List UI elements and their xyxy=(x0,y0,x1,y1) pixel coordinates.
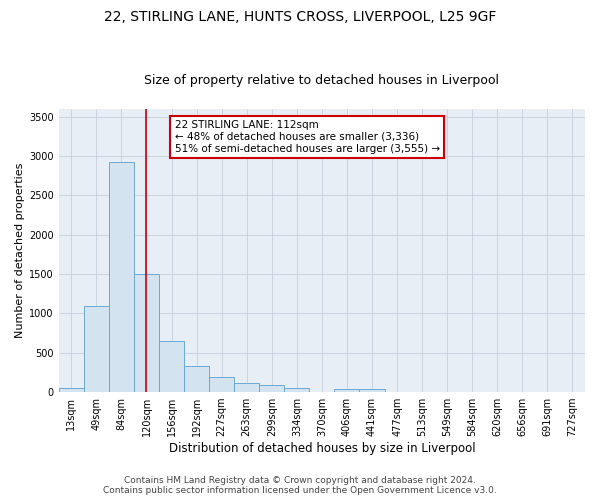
Bar xyxy=(134,274,159,392)
Bar xyxy=(59,388,84,392)
Bar xyxy=(334,390,359,392)
Bar xyxy=(159,341,184,392)
Bar xyxy=(259,384,284,392)
Bar xyxy=(234,384,259,392)
Text: Contains HM Land Registry data © Crown copyright and database right 2024.
Contai: Contains HM Land Registry data © Crown c… xyxy=(103,476,497,495)
Title: Size of property relative to detached houses in Liverpool: Size of property relative to detached ho… xyxy=(145,74,499,87)
Bar xyxy=(284,388,310,392)
Bar xyxy=(359,390,385,392)
Bar xyxy=(84,306,109,392)
Text: 22 STIRLING LANE: 112sqm
← 48% of detached houses are smaller (3,336)
51% of sem: 22 STIRLING LANE: 112sqm ← 48% of detach… xyxy=(175,120,440,154)
X-axis label: Distribution of detached houses by size in Liverpool: Distribution of detached houses by size … xyxy=(169,442,475,455)
Text: 22, STIRLING LANE, HUNTS CROSS, LIVERPOOL, L25 9GF: 22, STIRLING LANE, HUNTS CROSS, LIVERPOO… xyxy=(104,10,496,24)
Y-axis label: Number of detached properties: Number of detached properties xyxy=(15,163,25,338)
Bar xyxy=(209,377,234,392)
Bar xyxy=(184,366,209,392)
Bar xyxy=(109,162,134,392)
